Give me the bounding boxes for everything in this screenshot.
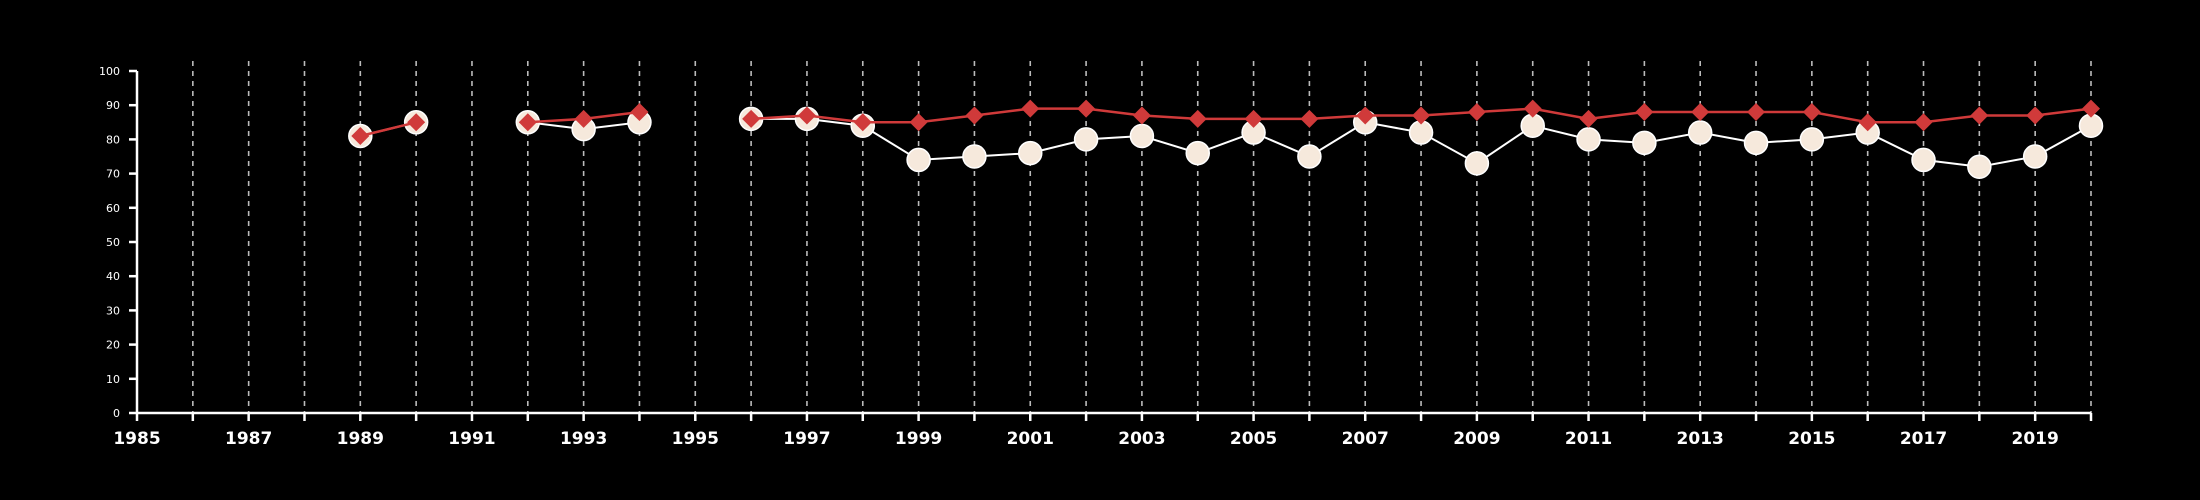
series-diamond-point <box>2082 99 2100 118</box>
series-diamond-point <box>1523 99 1542 118</box>
series-diamond-point <box>1132 106 1151 125</box>
y-tick-label: 70 <box>106 168 120 181</box>
series-circle-point <box>1967 154 1992 180</box>
series-circle-point <box>962 144 987 169</box>
series-circle-point <box>906 147 931 173</box>
series-diamond-point <box>797 106 816 125</box>
series-circle-point <box>1743 130 1769 156</box>
y-tick-label: 40 <box>106 270 120 283</box>
x-tick-label: 1993 <box>560 429 607 449</box>
series-diamond-point <box>574 109 593 128</box>
series-circle-point <box>1576 127 1601 152</box>
series-diamond-point <box>1356 106 1375 125</box>
x-tick-label: 1987 <box>225 429 272 449</box>
x-tick-label: 1989 <box>337 429 384 449</box>
series-diamond-point <box>1579 109 1598 128</box>
series-circle-point <box>1073 127 1099 152</box>
series-diamond-point <box>1802 103 1821 122</box>
y-tick-label: 100 <box>99 65 120 78</box>
series-circle-point <box>1185 140 1210 166</box>
y-tick-label: 30 <box>106 304 120 317</box>
series-diamond-point <box>1021 99 1040 118</box>
series-circle-point <box>1129 123 1155 149</box>
series-diamond-point <box>965 106 984 125</box>
series-diamond-point <box>407 113 426 132</box>
series-diamond-point <box>1858 113 1877 132</box>
series-diamond-point <box>853 113 872 132</box>
series-diamond-point <box>1412 106 1431 125</box>
x-tick-label: 1985 <box>113 429 160 449</box>
series-diamond-point <box>1635 103 1654 122</box>
x-tick-label: 2005 <box>1230 429 1277 449</box>
series-circle-point <box>1464 151 1490 176</box>
series-diamond-point <box>1691 103 1710 122</box>
series-circle-point <box>1911 147 1936 173</box>
x-tick-label: 1997 <box>783 429 830 449</box>
x-tick-label: 2003 <box>1118 429 1165 449</box>
x-tick-label: 2011 <box>1565 429 1612 449</box>
series-circle-point <box>1799 127 1825 152</box>
series-circle-point <box>1018 140 1043 166</box>
series-diamond-point <box>351 126 370 145</box>
y-tick-label: 0 <box>113 407 120 420</box>
series-diamond-point <box>1467 103 1486 122</box>
series-circle-point <box>1520 113 1545 138</box>
series-circle-point <box>2078 113 2104 138</box>
series-diamond-line <box>360 121 417 138</box>
x-tick-label: 2015 <box>1788 429 1835 449</box>
series-diamond-point <box>2026 106 2045 125</box>
series-diamond-point <box>1300 109 1319 128</box>
y-tick-label: 60 <box>106 202 120 215</box>
series-circle-point <box>1408 120 1434 145</box>
x-tick-label: 2009 <box>1453 429 1500 449</box>
x-tick-label: 2017 <box>1900 429 1947 449</box>
x-tick-label: 2013 <box>1677 429 1724 449</box>
series-diamond-point <box>1970 106 1989 125</box>
x-tick-label: 2007 <box>1342 429 1389 449</box>
y-tick-label: 90 <box>106 99 120 112</box>
series-diamond-point <box>1188 109 1207 128</box>
series-diamond-point <box>1077 99 1096 118</box>
axes: 1985 1987 1989 1991 1993 1995 1997 1999 2001 2003… <box>99 65 2093 449</box>
x-tick-label: 2001 <box>1007 429 1054 449</box>
x-tick-label: 1991 <box>448 429 495 449</box>
series-diamond-point <box>518 113 537 132</box>
x-tick-label: 1999 <box>895 429 942 449</box>
x-tick-label: 1995 <box>672 429 719 449</box>
series-diamond-point <box>630 103 649 122</box>
x-tick-label: 2019 <box>2012 429 2059 449</box>
series-circle-point <box>1297 144 1322 169</box>
series-diamond-point <box>909 113 928 132</box>
series-diamond-point <box>1747 103 1766 122</box>
series-diamond-point <box>1244 109 1263 128</box>
y-tick-label: 10 <box>106 373 120 386</box>
y-tick-label: 50 <box>106 236 120 249</box>
series <box>348 99 2104 180</box>
series-circle-point <box>1687 120 1713 145</box>
series-circle-point <box>2022 144 2048 169</box>
y-tick-label: 80 <box>106 133 120 146</box>
gridlines <box>192 61 2092 413</box>
y-tick-label: 20 <box>106 339 120 352</box>
series-circle-point <box>1632 130 1657 156</box>
series-diamond-point <box>742 109 761 128</box>
series-diamond-point <box>1914 113 1933 132</box>
